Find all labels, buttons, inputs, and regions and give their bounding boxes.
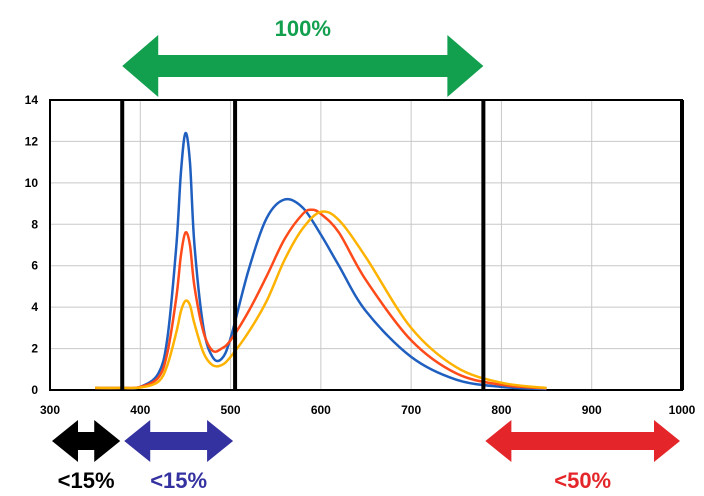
y-tick-labels: 0 2 4 6 8 10 12 14 [25, 93, 39, 397]
y-tick-label: 12 [25, 134, 39, 148]
x-tick-label: 800 [491, 403, 511, 417]
band-arrow-2 [52, 420, 121, 462]
band-arrow-4 [485, 420, 680, 462]
grid [49, 99, 683, 391]
series-lines [95, 131, 547, 391]
band-label-2: <15% [58, 468, 115, 493]
x-tick-label: 900 [582, 403, 602, 417]
plot-frame [49, 99, 683, 391]
band-label-1: 100% [275, 16, 331, 41]
band-annotations: 100% <15% <15% <50% [52, 16, 680, 493]
x-tick-label: 600 [311, 403, 331, 417]
band-arrow-1 [122, 35, 484, 97]
series-line-1 [95, 131, 547, 391]
y-tick-label: 0 [31, 383, 38, 397]
y-tick-label: 2 [31, 342, 38, 356]
x-tick-label: 1000 [669, 403, 696, 417]
y-tick-label: 10 [25, 176, 39, 190]
series-line-3 [95, 210, 547, 390]
band-label-3: <15% [150, 468, 207, 493]
vertical-markers [120, 100, 684, 390]
x-tick-label: 700 [401, 403, 421, 417]
y-tick-label: 4 [31, 300, 38, 314]
x-tick-label: 500 [221, 403, 241, 417]
band-arrow-3 [124, 420, 234, 462]
x-tick-label: 400 [130, 403, 150, 417]
y-tick-label: 8 [31, 217, 38, 231]
series-line-2 [95, 208, 547, 390]
x-tick-label: 300 [40, 403, 60, 417]
x-tick-labels: 300 400 500 600 700 800 900 1000 [40, 403, 696, 417]
band-label-4: <50% [554, 468, 611, 493]
y-tick-label: 6 [31, 259, 38, 273]
y-tick-label: 14 [25, 93, 39, 107]
